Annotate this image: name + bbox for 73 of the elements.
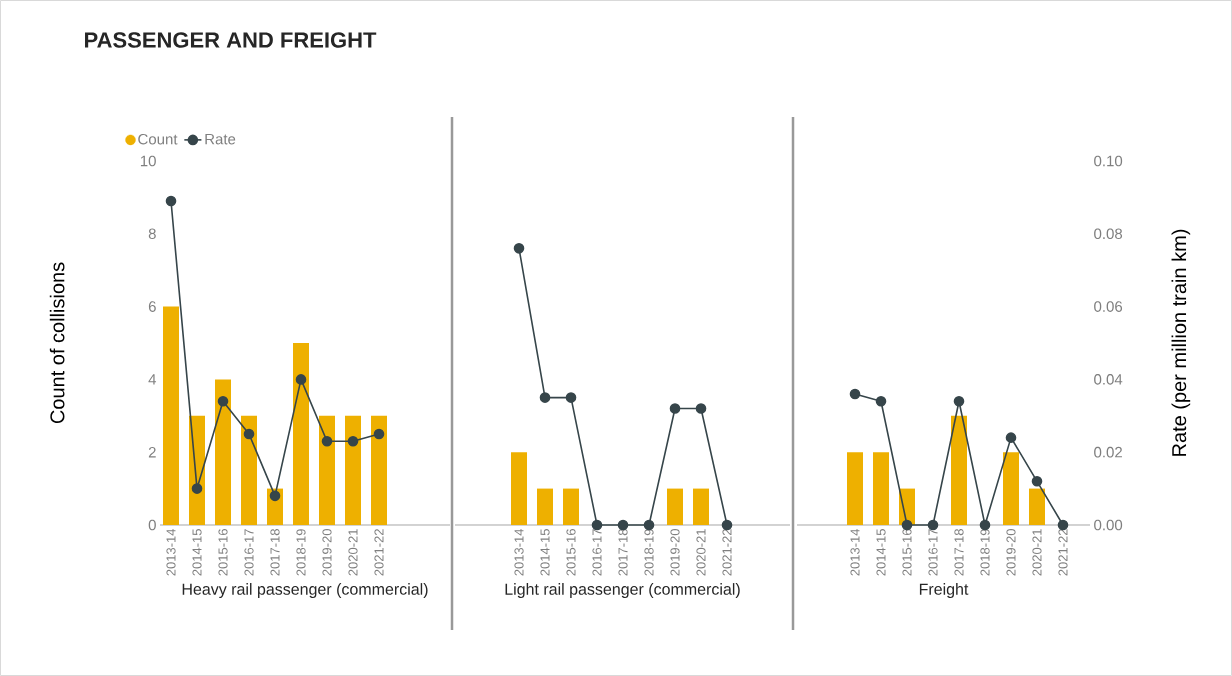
y2-tick-label: 0.02 bbox=[1094, 446, 1122, 458]
point bbox=[875, 395, 887, 407]
point bbox=[191, 483, 203, 494]
bar bbox=[371, 415, 388, 525]
x-tick-label: 2014-15 bbox=[876, 529, 886, 576]
point bbox=[347, 435, 359, 447]
y-tick-label: 6 bbox=[148, 301, 156, 312]
x-tick-label: 2020-21 bbox=[696, 529, 706, 576]
bar bbox=[319, 415, 335, 525]
point bbox=[1031, 476, 1043, 487]
y2-tick-label: 0.10 bbox=[1094, 155, 1123, 167]
x-tick-label: 2019-20 bbox=[1006, 529, 1016, 576]
x-tick-label: 2021-22 bbox=[374, 529, 384, 576]
y-axis-title: Count of collisions bbox=[49, 262, 65, 424]
legend-label: Count bbox=[138, 133, 178, 145]
point bbox=[565, 392, 577, 403]
point bbox=[669, 403, 681, 414]
y-tick-label: 0 bbox=[148, 519, 156, 531]
point bbox=[1005, 432, 1017, 443]
x-tick-label: 2015-16 bbox=[566, 529, 576, 576]
x-tick-label: 2017-18 bbox=[954, 529, 964, 576]
x-tick-label: 2013-14 bbox=[514, 528, 524, 576]
x-tick-label: 2016-17 bbox=[244, 529, 254, 576]
x-tick-label: 2013-14 bbox=[850, 528, 860, 576]
point bbox=[165, 195, 177, 207]
x-tick-label: 2021-22 bbox=[1058, 529, 1068, 576]
point bbox=[321, 435, 333, 447]
point bbox=[217, 395, 229, 407]
point bbox=[373, 428, 385, 440]
point bbox=[539, 392, 551, 403]
point bbox=[295, 374, 307, 385]
x-tick-label: 2013-14 bbox=[166, 528, 176, 576]
x-tick-label: 2015-16 bbox=[902, 529, 912, 576]
x-tick-label: 2020-21 bbox=[348, 529, 358, 576]
x-tick-label: 2018-19 bbox=[296, 529, 306, 576]
x-tick-label: 2018-19 bbox=[644, 529, 654, 576]
y2-tick-label: 0.08 bbox=[1094, 228, 1123, 240]
point bbox=[269, 490, 281, 502]
y-tick-label: 4 bbox=[148, 374, 157, 385]
y-tick-label: 8 bbox=[148, 228, 156, 240]
x-tick-label: 2016-17 bbox=[592, 529, 602, 576]
y2-tick-label: 0.04 bbox=[1094, 374, 1123, 385]
x-tick-label: 2014-15 bbox=[192, 529, 202, 576]
x-tick-label: 2020-21 bbox=[1032, 529, 1042, 576]
x-axis-title: Heavy rail passenger (commercial) bbox=[182, 583, 428, 599]
x-tick-label: 2018-19 bbox=[980, 529, 990, 576]
x-tick-label: 2019-20 bbox=[670, 529, 680, 576]
point bbox=[849, 388, 861, 400]
bar bbox=[163, 306, 180, 525]
x-tick-label: 2017-18 bbox=[270, 529, 280, 576]
x-axis-title: Light rail passenger (commercial) bbox=[505, 583, 740, 599]
y2-axis-title: Rate (per million train km) bbox=[1171, 229, 1191, 456]
y-tick-label: 10 bbox=[140, 155, 156, 167]
bar bbox=[293, 342, 310, 525]
x-axis-title: Freight bbox=[919, 583, 969, 599]
x-tick-label: 2017-18 bbox=[618, 529, 628, 576]
x-tick-label: 2019-20 bbox=[322, 529, 332, 576]
y-tick-label: 2 bbox=[148, 446, 156, 458]
y2-tick-label: 0.06 bbox=[1094, 301, 1123, 312]
x-tick-label: 2021-22 bbox=[722, 529, 732, 576]
point bbox=[513, 243, 525, 254]
bar bbox=[241, 415, 258, 525]
x-tick-label: 2016-17 bbox=[928, 529, 938, 576]
bar bbox=[215, 379, 231, 525]
point bbox=[243, 428, 255, 440]
legend-label: Rate bbox=[205, 133, 236, 145]
bar bbox=[345, 415, 361, 525]
point bbox=[953, 395, 965, 407]
x-tick-label: 2014-15 bbox=[540, 529, 550, 576]
x-tick-label: 2015-16 bbox=[218, 529, 228, 576]
chart-title: PASSENGER AND FREIGHT bbox=[85, 32, 377, 48]
y2-tick-label: 0.00 bbox=[1094, 519, 1123, 531]
point bbox=[695, 403, 707, 414]
